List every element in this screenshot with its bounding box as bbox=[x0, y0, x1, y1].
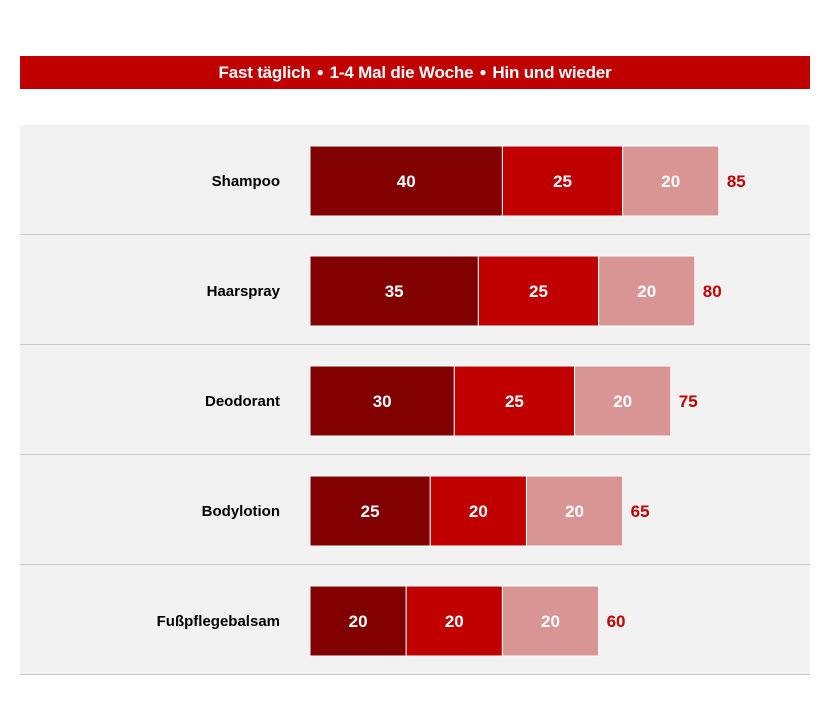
data-label-bodylotion-fast-t-glich: 25 bbox=[361, 502, 380, 521]
legend-header: Fast täglich ● 1-4 Mal die Woche ● Hin u… bbox=[20, 56, 810, 89]
data-label-haarspray-1-4-mal-die-woche: 25 bbox=[529, 282, 548, 301]
data-label-bodylotion-1-4-mal-die-woche: 20 bbox=[469, 502, 488, 521]
category-label-bodylotion: Bodylotion bbox=[202, 503, 280, 520]
data-label-deodorant-hin-und-wieder: 20 bbox=[613, 392, 632, 411]
data-label-shampoo-fast-t-glich: 40 bbox=[397, 172, 416, 191]
legend-item-hin-und-wieder: Hin und wieder bbox=[492, 62, 612, 82]
data-label-haarspray-fast-t-glich: 35 bbox=[385, 282, 404, 301]
data-label-fusspflegebalsam-1-4-mal-die-woche: 20 bbox=[445, 612, 464, 631]
data-label-shampoo-1-4-mal-die-woche: 25 bbox=[553, 172, 572, 191]
data-label-haarspray-hin-und-wieder: 20 bbox=[637, 282, 656, 301]
bar-segment-shampoo-1-4-mal-die-woche bbox=[501, 145, 624, 217]
category-label-deodorant: Deodorant bbox=[205, 393, 280, 410]
bar-segment-deodorant-hin-und-wieder bbox=[574, 365, 672, 437]
bar-segment-fusspflegebalsam-fast-t-glich bbox=[309, 585, 407, 657]
bar-segment-bodylotion-fast-t-glich bbox=[309, 475, 431, 547]
data-label-fusspflegebalsam-hin-und-wieder: 20 bbox=[541, 612, 560, 631]
category-label-fusspflegebalsam: Fußpflegebalsam bbox=[157, 613, 280, 630]
bar-segment-shampoo-fast-t-glich bbox=[309, 145, 503, 217]
total-label-shampoo: 85 bbox=[727, 172, 746, 191]
bar-segment-fusspflegebalsam-hin-und-wieder bbox=[501, 585, 600, 657]
bar-segment-bodylotion-1-4-mal-die-woche bbox=[429, 475, 527, 547]
legend-separator: ● bbox=[316, 64, 324, 79]
total-label-haarspray: 80 bbox=[703, 282, 722, 301]
total-label-fusspflegebalsam: 60 bbox=[607, 612, 626, 631]
legend-item-fast-taeglich: Fast täglich bbox=[218, 62, 311, 82]
bar-segment-shampoo-hin-und-wieder bbox=[622, 145, 720, 217]
data-label-fusspflegebalsam-fast-t-glich: 20 bbox=[349, 612, 368, 631]
category-label-haarspray: Haarspray bbox=[207, 283, 281, 300]
data-label-bodylotion-hin-und-wieder: 20 bbox=[565, 502, 584, 521]
category-label-shampoo: Shampoo bbox=[212, 173, 280, 190]
bar-segment-fusspflegebalsam-1-4-mal-die-woche bbox=[405, 585, 503, 657]
bar-segment-haarspray-fast-t-glich bbox=[309, 255, 479, 327]
data-label-deodorant-fast-t-glich: 30 bbox=[373, 392, 392, 411]
legend-separator: ● bbox=[479, 64, 487, 79]
data-label-shampoo-hin-und-wieder: 20 bbox=[661, 172, 680, 191]
bar-segment-deodorant-fast-t-glich bbox=[309, 365, 455, 437]
total-label-deodorant: 75 bbox=[679, 392, 698, 411]
legend-item-1-4-mal: 1-4 Mal die Woche bbox=[329, 62, 474, 82]
data-label-deodorant-1-4-mal-die-woche: 25 bbox=[505, 392, 524, 411]
total-label-bodylotion: 65 bbox=[631, 502, 650, 521]
bar-segment-haarspray-hin-und-wieder bbox=[598, 255, 696, 327]
bar-segment-bodylotion-hin-und-wieder bbox=[525, 475, 624, 547]
bar-segment-deodorant-1-4-mal-die-woche bbox=[453, 365, 576, 437]
